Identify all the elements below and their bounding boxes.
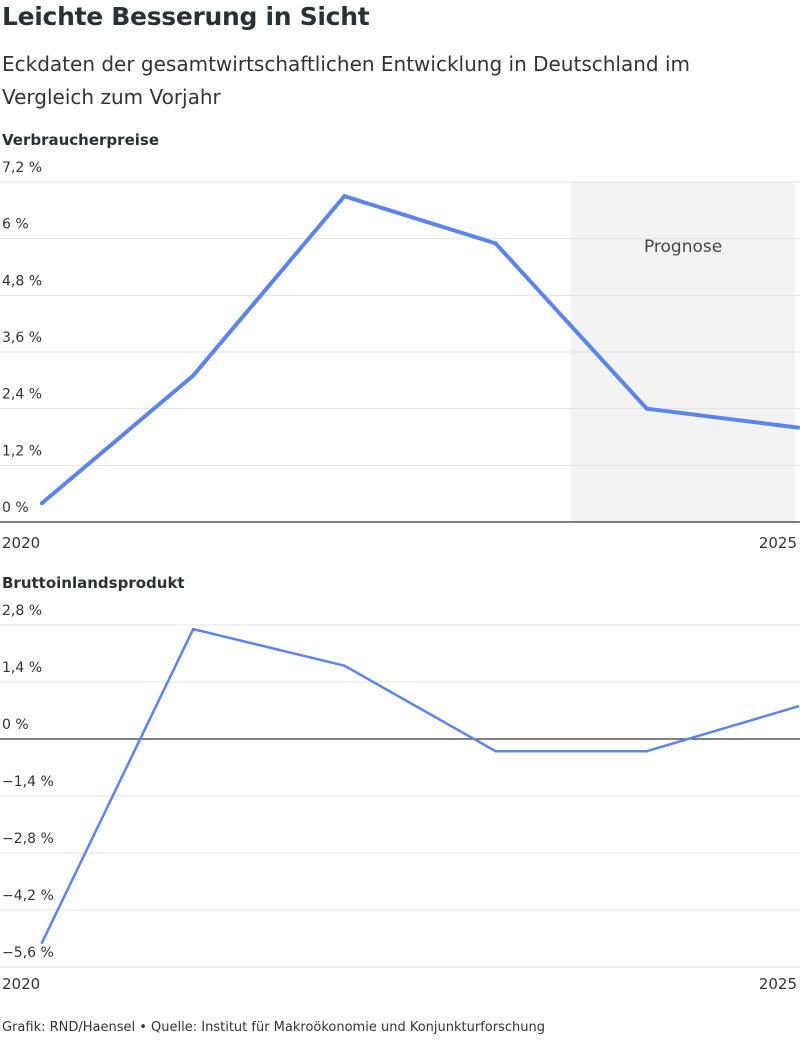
gdp-y-tick-label: 1,4 % xyxy=(2,660,42,676)
gdp-data-point xyxy=(343,664,346,667)
consumer-prices-data-point xyxy=(342,194,347,199)
consumer-prices-y-tick-label: 3,6 % xyxy=(2,330,42,346)
gdp-x-tick-label-start: 2020 xyxy=(2,975,40,993)
consumer-prices-data-point xyxy=(191,373,196,378)
consumer-prices-x-tick-label-start: 2020 xyxy=(2,534,40,552)
gdp-y-tick-label: −5,6 % xyxy=(2,945,54,961)
gdp-data-point xyxy=(40,941,44,944)
gdp-data-point xyxy=(191,627,195,631)
gdp-y-tick-label: 0 % xyxy=(2,717,29,733)
consumer-prices-title: Verbraucherpreise xyxy=(2,131,159,149)
consumer-prices-y-tick-label: 6 % xyxy=(2,217,29,233)
gdp-y-tick-label: −2,8 % xyxy=(2,831,54,847)
gdp-data-point xyxy=(796,705,800,708)
gdp-y-tick-label: −4,2 % xyxy=(2,888,54,904)
consumer-prices-series-line xyxy=(40,194,800,506)
gdp-y-tick-label: 2,8 % xyxy=(2,603,42,619)
gdp-data-point xyxy=(494,749,497,753)
source-note: Grafik: RND/Haensel • Quelle: Institut f… xyxy=(2,1020,545,1035)
gdp-title: Bruttoinlandsprodukt xyxy=(2,574,185,592)
gdp-data-point xyxy=(645,749,649,753)
chart-subtitle: Eckdaten der gesamtwirtschaftlichen Entw… xyxy=(2,52,690,109)
gdp-chart: Bruttoinlandsprodukt −5,6 % −4,2 % −2,8 % −1… xyxy=(0,574,800,993)
consumer-prices-y-tick-label: 0 % xyxy=(2,500,29,516)
consumer-prices-x-tick-label-end: 2025 xyxy=(759,534,797,552)
gdp-y-tick-label: −1,4 % xyxy=(2,774,54,790)
gdp-x-tick-label-end: 2025 xyxy=(759,975,797,993)
consumer-prices-y-tick-label: 2,4 % xyxy=(2,387,42,403)
chart-title: Leichte Besserung in Sicht xyxy=(2,2,370,31)
consumer-prices-data-point xyxy=(796,425,800,430)
consumer-prices-forecast-label: Prognose xyxy=(644,237,722,257)
consumer-prices-y-tick-label: 7,2 % xyxy=(2,160,42,176)
consumer-prices-y-tick-label: 4,8 % xyxy=(2,273,42,289)
consumer-prices-chart: Verbraucherpreise Prognose 0 % 1,2 % 2,4 % 3,… xyxy=(0,131,800,552)
consumer-prices-y-tick-label: 1,2 % xyxy=(2,443,42,459)
consumer-prices-data-point xyxy=(644,406,649,411)
consumer-prices-data-point xyxy=(493,241,498,246)
gdp-series-line xyxy=(40,627,800,944)
consumer-prices-data-point xyxy=(40,501,44,506)
